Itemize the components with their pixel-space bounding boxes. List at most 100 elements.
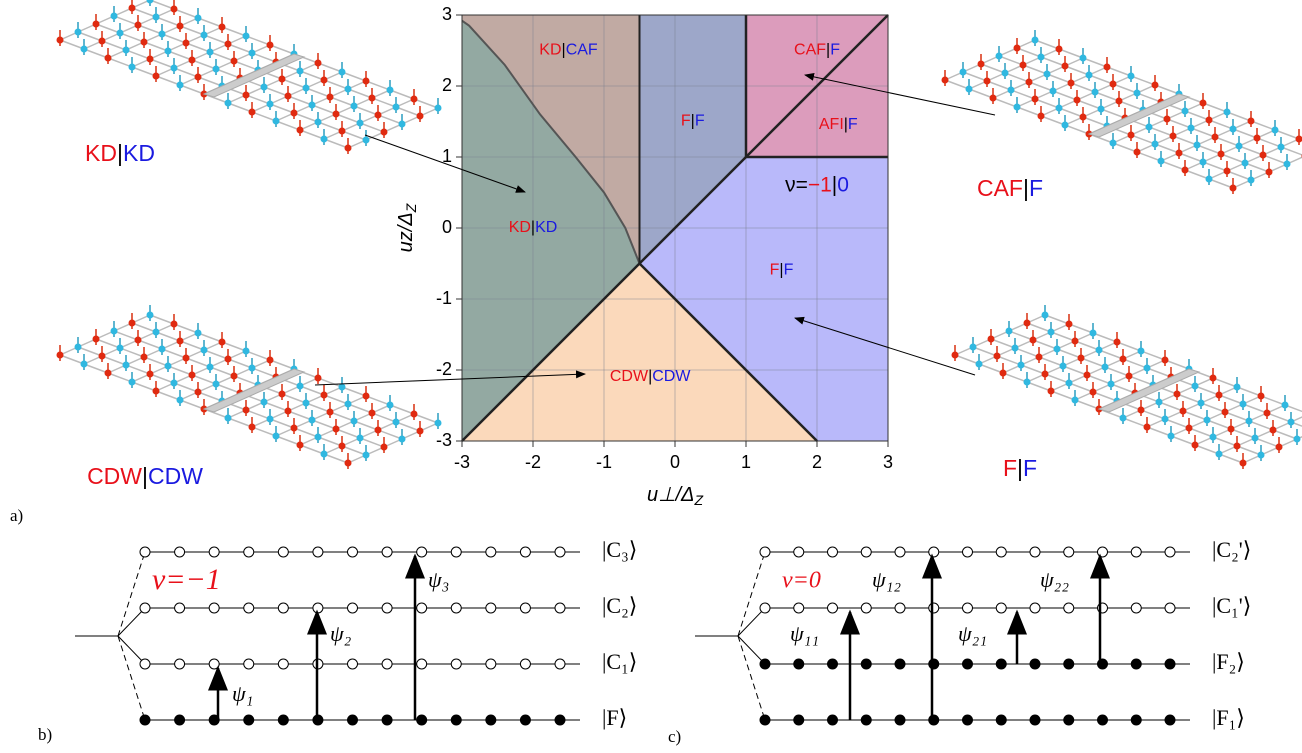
- bond: [1141, 410, 1165, 419]
- site: [315, 119, 322, 126]
- bond: [1165, 419, 1189, 428]
- site: [417, 113, 424, 120]
- state: [486, 659, 496, 669]
- fork: [118, 552, 145, 636]
- site: [1032, 96, 1039, 103]
- bond: [366, 81, 390, 90]
- site: [1182, 167, 1189, 174]
- state: [555, 603, 565, 613]
- site: [1120, 415, 1127, 422]
- bond: [192, 375, 216, 384]
- state: [348, 715, 358, 725]
- bond: [150, 315, 174, 324]
- site: [117, 345, 124, 352]
- bond: [84, 364, 108, 373]
- site: [141, 39, 148, 46]
- site: [195, 330, 202, 337]
- site: [1206, 117, 1213, 124]
- site: [153, 388, 160, 395]
- rich-label: CDW|CDW: [610, 368, 691, 385]
- bond: [378, 115, 402, 124]
- site: [249, 365, 256, 372]
- bond: [1111, 384, 1135, 393]
- bond: [156, 391, 180, 400]
- site: [1276, 444, 1283, 451]
- bond: [204, 350, 228, 359]
- bond: [216, 69, 240, 78]
- figure: a) b) c) -3-2-10123-3-2-10123u⊥/ΔZuz/ΔZK…: [0, 0, 1302, 753]
- site: [1210, 434, 1217, 441]
- bond: [1183, 411, 1207, 420]
- state: [520, 659, 530, 669]
- state: [1064, 715, 1074, 725]
- state: [555, 547, 565, 557]
- state: [828, 603, 838, 613]
- site: [1012, 345, 1019, 352]
- site: [99, 38, 106, 45]
- site: [1254, 135, 1261, 142]
- bond: [102, 41, 126, 50]
- bond: [979, 364, 1003, 373]
- x-tick-label: -1: [596, 452, 612, 472]
- state: [209, 659, 219, 669]
- site: [261, 84, 268, 91]
- label-part: KD: [123, 140, 155, 166]
- bond: [1155, 85, 1179, 94]
- site: [1050, 88, 1057, 95]
- site: [153, 73, 160, 80]
- state: [760, 659, 770, 669]
- site: [1062, 63, 1069, 70]
- bond: [1015, 348, 1039, 357]
- state: [1064, 659, 1074, 669]
- site: [1296, 136, 1302, 143]
- site: [369, 95, 376, 102]
- site: [213, 381, 220, 388]
- bond: [1131, 135, 1155, 144]
- site: [99, 353, 106, 360]
- bond: [156, 76, 180, 85]
- bond: [1267, 413, 1291, 422]
- site: [165, 48, 172, 55]
- site: [195, 15, 202, 22]
- site: [1234, 443, 1241, 450]
- label-part: F: [848, 116, 858, 133]
- state: [760, 547, 770, 557]
- site: [363, 137, 370, 144]
- state: [140, 547, 150, 557]
- bond: [228, 44, 252, 53]
- bond: [1033, 340, 1057, 349]
- site: [1080, 114, 1087, 121]
- bond: [174, 324, 198, 333]
- state: [760, 603, 770, 613]
- state: [451, 659, 461, 669]
- bond: [1185, 170, 1209, 179]
- site: [123, 47, 130, 54]
- state: [1030, 547, 1040, 557]
- panel-label: a): [10, 506, 23, 525]
- state: [348, 547, 358, 557]
- state: [996, 603, 1006, 613]
- bond: [1209, 120, 1233, 129]
- label-part: KD: [535, 219, 557, 236]
- site: [285, 93, 292, 100]
- site: [1110, 81, 1117, 88]
- site: [1282, 402, 1289, 409]
- state: [209, 547, 219, 557]
- state: [963, 547, 973, 557]
- bond: [252, 53, 276, 62]
- site: [1258, 393, 1265, 400]
- bond: [216, 384, 240, 393]
- bond: [1207, 420, 1231, 429]
- site: [327, 409, 334, 416]
- bond: [1147, 427, 1171, 436]
- bond: [1083, 58, 1107, 67]
- site: [994, 353, 1001, 360]
- transition-label: ψ₁₂: [872, 567, 901, 592]
- bond: [366, 396, 390, 405]
- site: [1176, 150, 1183, 157]
- site: [267, 357, 274, 364]
- site: [189, 372, 196, 379]
- bond: [1059, 49, 1083, 58]
- state: [996, 659, 1006, 669]
- site: [153, 329, 160, 336]
